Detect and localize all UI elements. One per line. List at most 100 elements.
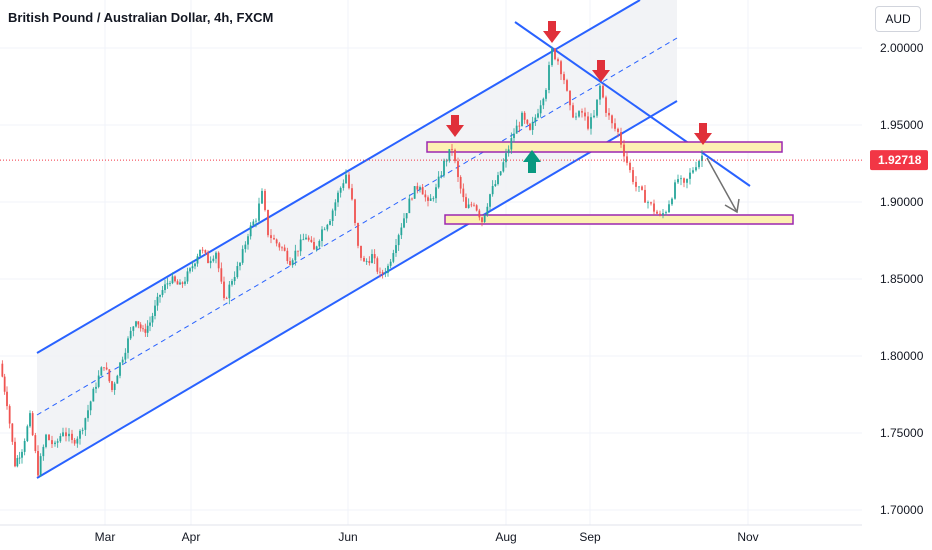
candle-body xyxy=(537,113,539,118)
candle-body xyxy=(42,446,45,457)
candle-body xyxy=(569,90,571,106)
candle-body xyxy=(73,439,76,444)
y-axis[interactable]: 2.00000 1.95000 1.90000 1.85000 1.80000 1.750… xyxy=(880,41,924,517)
candle-body xyxy=(281,247,283,249)
candle-body xyxy=(329,220,331,225)
down-arrow-left[interactable] xyxy=(446,115,464,137)
candle-body xyxy=(668,204,670,213)
candle-body xyxy=(255,220,257,222)
candle-body xyxy=(220,268,223,282)
candle-body xyxy=(54,442,56,445)
candle-body xyxy=(629,162,631,171)
candle-body xyxy=(578,111,580,117)
candle-body xyxy=(389,261,392,266)
candle-body xyxy=(6,391,8,407)
candle-body xyxy=(179,282,181,285)
candle-body xyxy=(403,218,405,228)
candle-body xyxy=(551,48,553,66)
candle-body xyxy=(647,202,649,204)
candle-body xyxy=(111,381,113,390)
candle-body xyxy=(186,271,189,282)
candle-body xyxy=(632,170,634,182)
candle-body xyxy=(8,406,11,424)
down-arrow-peak[interactable] xyxy=(543,21,561,43)
up-arrow-support[interactable] xyxy=(523,150,541,173)
candle-body xyxy=(171,276,174,284)
candle-body xyxy=(424,194,427,198)
candle-body xyxy=(196,256,199,264)
down-arrow-second-peak[interactable] xyxy=(592,60,610,82)
candle-body xyxy=(515,125,518,134)
candle-body xyxy=(459,177,462,189)
candle-body xyxy=(529,123,531,130)
candle-body xyxy=(275,239,278,244)
candle-body xyxy=(440,175,443,177)
candle-body xyxy=(135,321,137,327)
candle-body xyxy=(305,237,307,240)
candle-body xyxy=(659,213,661,215)
candle-body xyxy=(437,176,440,188)
candle-body xyxy=(354,199,356,223)
channel-lower-line[interactable] xyxy=(36,100,678,479)
candle-body xyxy=(351,188,353,200)
candle-body xyxy=(451,149,453,150)
candle-body xyxy=(212,258,215,261)
y-tick-label: 1.75000 xyxy=(880,426,924,440)
currency-button[interactable]: AUD xyxy=(875,6,921,32)
candle-body xyxy=(467,204,470,208)
candle-body xyxy=(225,297,228,299)
candle-body xyxy=(84,418,87,430)
candles xyxy=(1,46,703,477)
candle-body xyxy=(289,261,291,266)
candle-body xyxy=(294,250,297,261)
resistance-zone[interactable] xyxy=(426,141,783,153)
y-tick-label: 1.85000 xyxy=(880,272,924,286)
candle-body xyxy=(3,376,6,392)
candle-body xyxy=(326,224,329,230)
candle-body xyxy=(689,172,691,179)
candle-body xyxy=(497,175,499,185)
candle-body xyxy=(176,281,179,285)
candle-body xyxy=(457,161,459,178)
candle-body xyxy=(89,401,92,411)
candle-body xyxy=(475,205,478,211)
candle-body xyxy=(360,245,362,258)
candle-body xyxy=(68,433,70,437)
candle-body xyxy=(121,359,124,363)
down-arrow-retest[interactable] xyxy=(694,123,712,145)
candle-body xyxy=(507,149,510,154)
candle-body xyxy=(146,325,149,333)
channel-upper-line[interactable] xyxy=(36,0,641,354)
candle-body xyxy=(258,203,260,221)
candle-body xyxy=(397,235,400,246)
candle-body xyxy=(181,282,184,284)
candle-body xyxy=(299,239,302,252)
projection-arrow[interactable] xyxy=(706,157,740,214)
candle-body xyxy=(321,229,323,242)
candle-body xyxy=(379,271,381,273)
candle-body xyxy=(478,210,481,218)
channel-mid-line[interactable] xyxy=(36,37,678,416)
candle-body xyxy=(539,105,542,114)
candle-body xyxy=(554,48,556,60)
candle-body xyxy=(228,284,231,299)
candle-body xyxy=(76,438,79,444)
chart-title: British Pound / Australian Dollar, 4h, F… xyxy=(8,10,273,25)
candle-body xyxy=(526,119,529,124)
candle-body xyxy=(408,198,411,214)
candle-body xyxy=(339,187,342,193)
candle-body xyxy=(156,296,159,306)
candle-body xyxy=(486,206,489,215)
channel-fill xyxy=(37,0,677,478)
support-zone[interactable] xyxy=(444,214,794,225)
candle-body xyxy=(502,162,505,172)
candle-body xyxy=(614,123,616,129)
x-axis[interactable]: Mar Apr Jun Aug Sep Nov xyxy=(0,524,862,544)
candle-body xyxy=(199,249,201,257)
candle-body xyxy=(596,99,598,116)
candle-body xyxy=(494,184,497,187)
candle-body xyxy=(286,250,289,262)
candle-body xyxy=(116,375,119,384)
y-tick-label: 1.70000 xyxy=(880,503,924,517)
